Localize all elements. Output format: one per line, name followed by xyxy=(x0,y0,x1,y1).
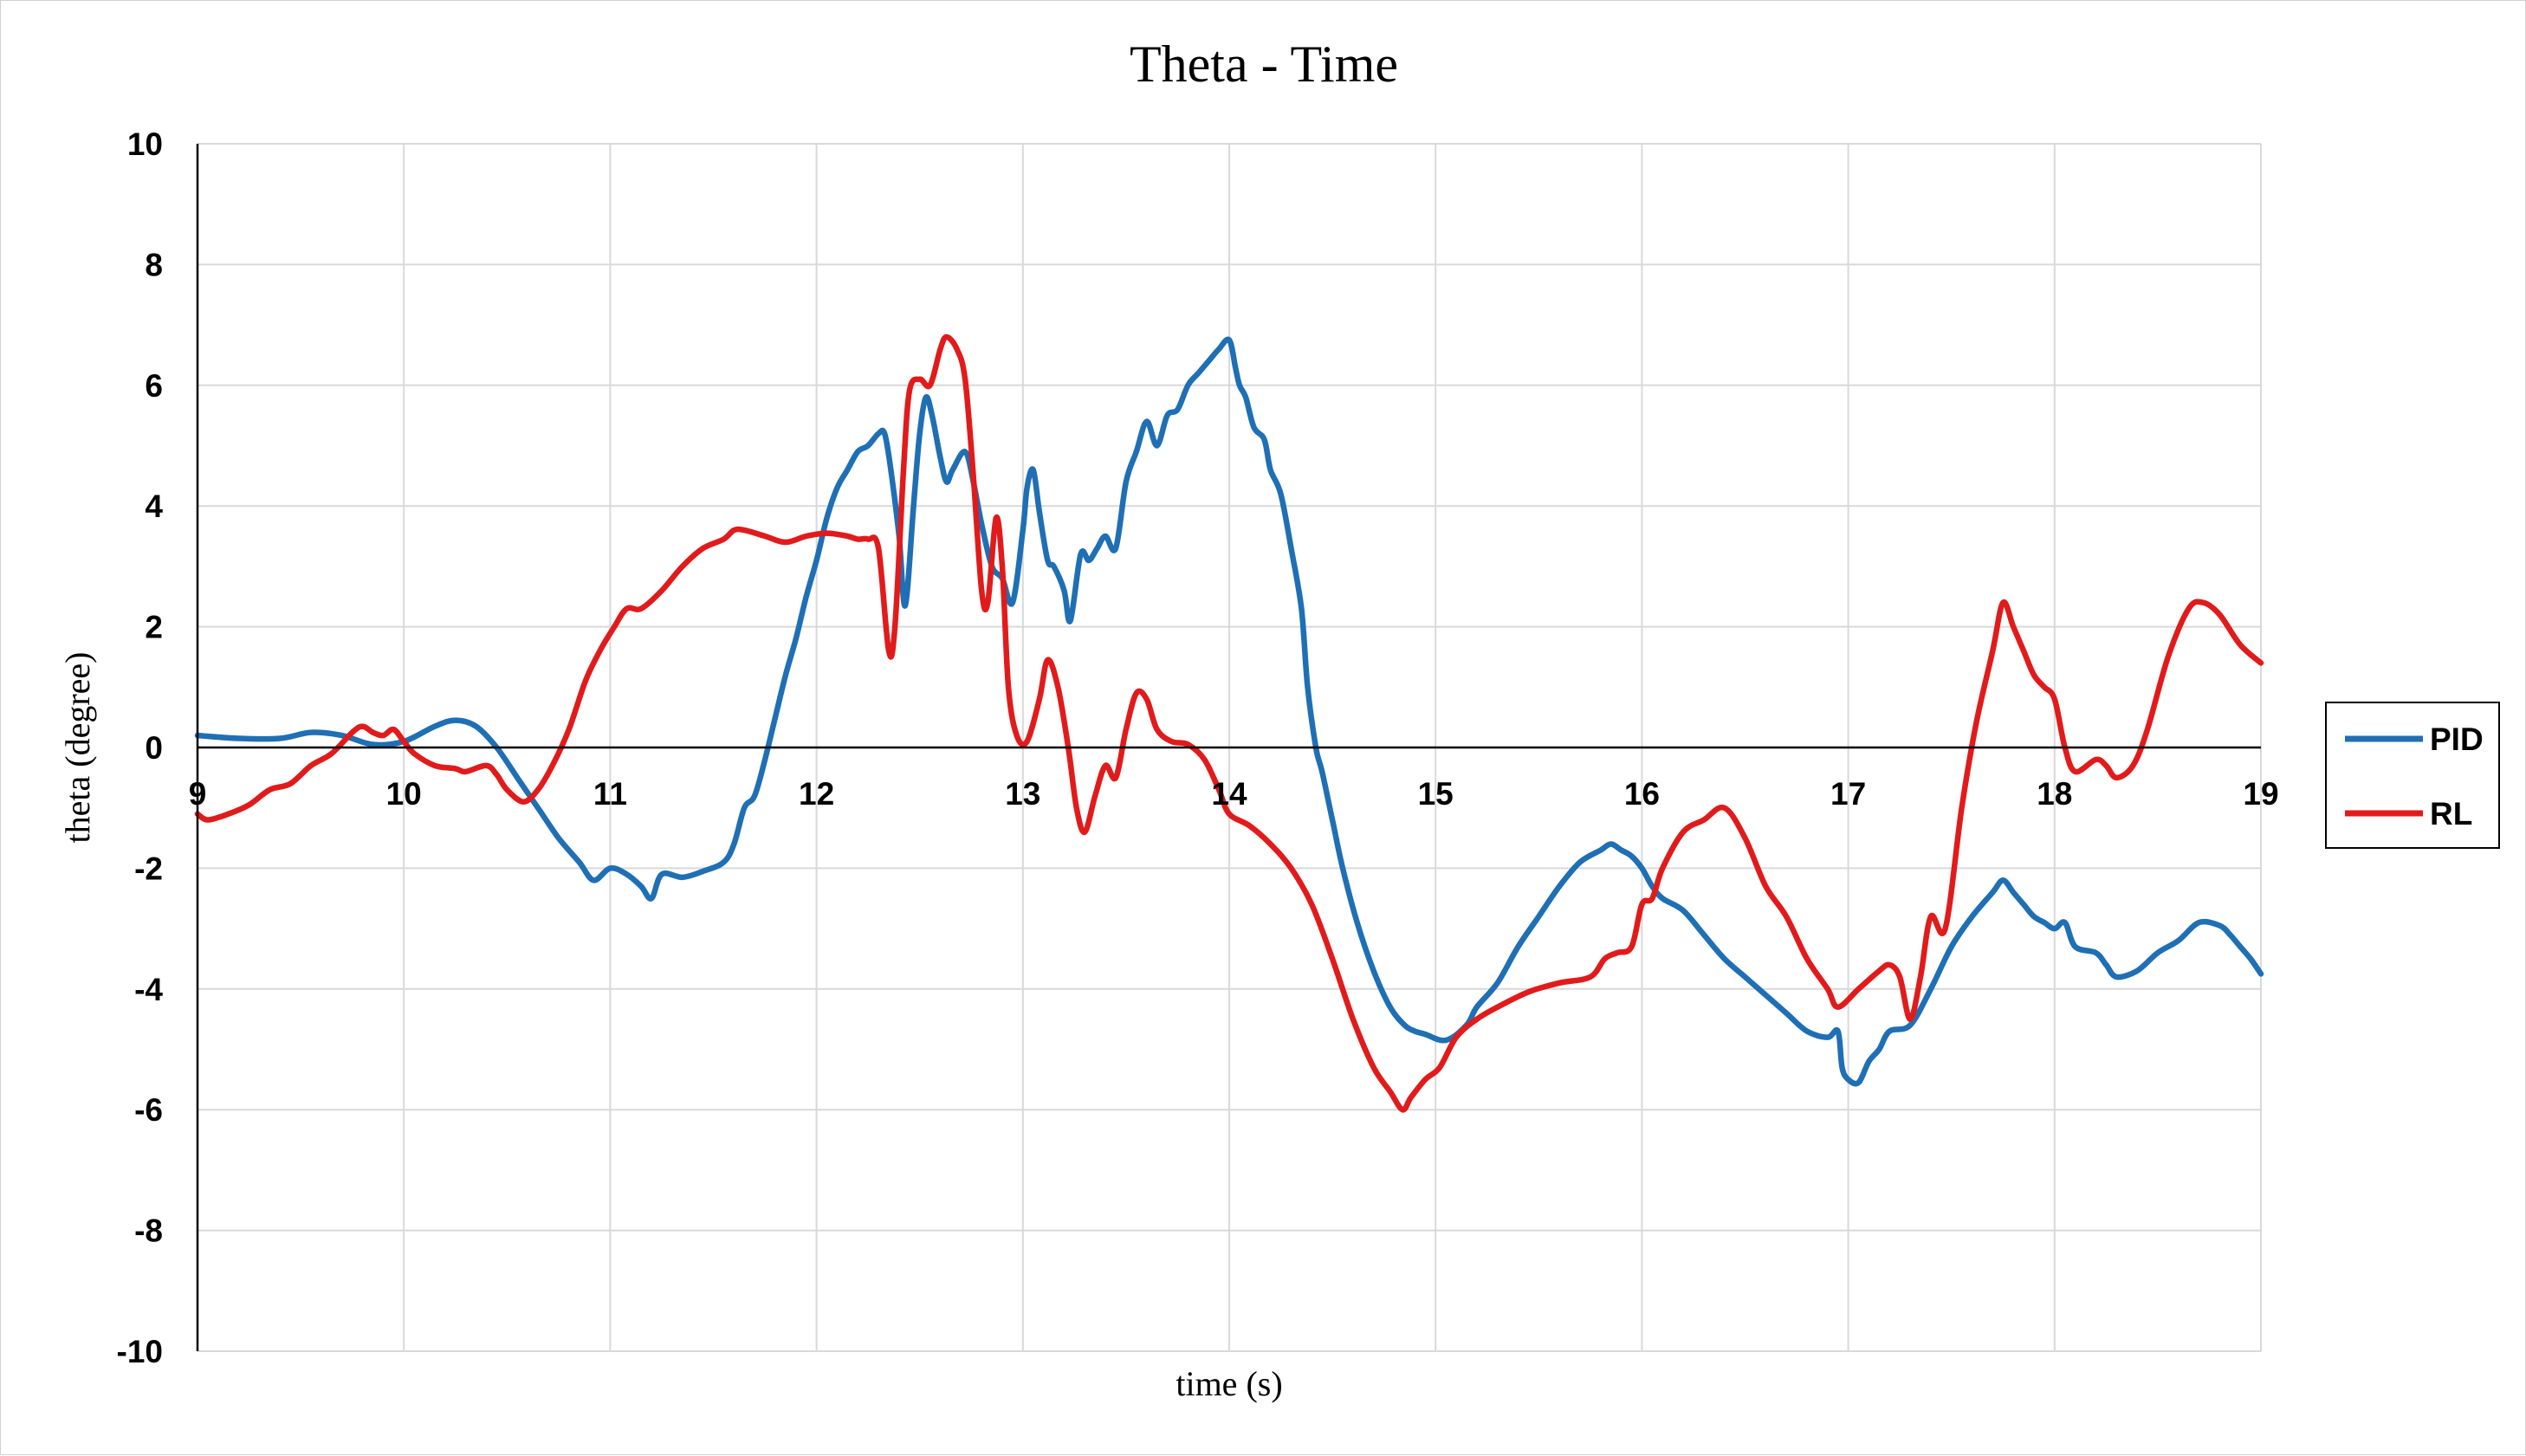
x-tick-label: 18 xyxy=(2037,776,2072,812)
x-axis-label: time (s) xyxy=(1176,1364,1282,1403)
x-tick-label: 9 xyxy=(189,776,207,812)
legend-label-pid: PID xyxy=(2430,722,2484,757)
x-tick-label: 10 xyxy=(386,776,422,812)
tick-labels: 9 10 11 12 13 14 15 16 17 18 19 10 8 6 4 2 0 -2 -4 -6 -8 -10 xyxy=(117,126,2279,1369)
series-line-pid xyxy=(194,336,2264,1087)
x-tick-label: 15 xyxy=(1418,776,1454,812)
legend: PID RL xyxy=(2325,702,2500,849)
y-tick-label: -10 xyxy=(117,1334,163,1369)
y-tick-label: 4 xyxy=(145,489,163,524)
x-tick-label: 11 xyxy=(593,776,627,812)
y-tick-label: -2 xyxy=(134,851,163,886)
y-tick-label: -8 xyxy=(134,1213,163,1249)
x-tick-label: 12 xyxy=(799,776,834,812)
series-layer xyxy=(194,333,2264,1113)
y-axis-label: theta (degree) xyxy=(58,652,97,844)
y-tick-label: 2 xyxy=(145,610,163,645)
series-line-rl xyxy=(194,333,2264,1113)
axes xyxy=(196,144,2261,1351)
grid-lines xyxy=(198,143,2262,1352)
y-tick-label: -6 xyxy=(134,1092,163,1128)
chart-title: Theta - Time xyxy=(1130,36,1398,93)
y-tick-label: 8 xyxy=(145,247,163,282)
y-tick-label: 6 xyxy=(145,368,163,404)
legend-box xyxy=(2325,702,2500,849)
legend-label-rl: RL xyxy=(2430,796,2472,832)
x-tick-label: 14 xyxy=(1211,776,1247,812)
y-tick-label: 10 xyxy=(127,126,163,162)
y-tick-label: 0 xyxy=(145,730,163,766)
x-tick-label: 13 xyxy=(1005,776,1040,812)
x-tick-label: 19 xyxy=(2243,776,2278,812)
x-tick-label: 17 xyxy=(1830,776,1866,812)
y-tick-label: -4 xyxy=(134,972,163,1007)
x-tick-label: 16 xyxy=(1624,776,1660,812)
